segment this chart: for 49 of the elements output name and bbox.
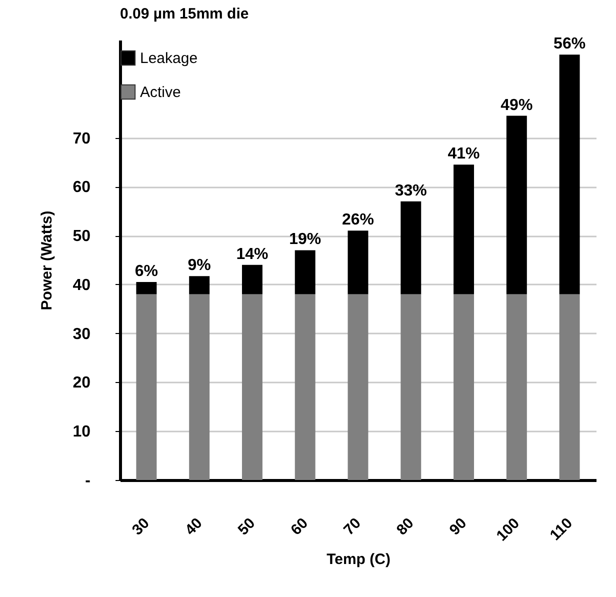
- y-tick-label: 30: [72, 326, 91, 343]
- bar: [348, 230, 368, 294]
- bar: [559, 294, 580, 480]
- legend-label: Active: [140, 84, 181, 101]
- x-axis-title: Temp (C): [326, 550, 390, 568]
- x-tick-label: 70: [340, 514, 364, 539]
- bar: [454, 164, 474, 294]
- annotation: 56%: [554, 36, 586, 53]
- bar: [294, 294, 316, 480]
- y-tick-label: 40: [72, 276, 91, 294]
- x-tick-label: 80: [393, 514, 418, 539]
- x-tick-label: 60: [288, 514, 312, 539]
- annotation: 14%: [236, 246, 268, 263]
- bar: [348, 294, 368, 480]
- x-tick-label: 50: [234, 514, 259, 539]
- chart-title: 0.09 µm 15mm die: [120, 6, 249, 23]
- x-tick-label: 40: [182, 514, 206, 539]
- y-axis-title: Power (Watts): [38, 210, 56, 310]
- annotation: 19%: [289, 231, 322, 248]
- y-tick-label: -: [85, 472, 90, 490]
- bar: [294, 250, 316, 294]
- y-tick-label: 10: [72, 424, 91, 441]
- bar: [506, 294, 527, 480]
- legend-label: Leakage: [140, 50, 198, 67]
- y-tick-label: 20: [72, 374, 91, 392]
- bar: [559, 54, 580, 294]
- x-tick-label: 100: [493, 514, 524, 545]
- bar: [400, 294, 422, 480]
- annotation: 49%: [500, 96, 533, 114]
- annotation: 33%: [394, 182, 427, 200]
- annotation: 9%: [188, 257, 211, 274]
- bar: [400, 201, 422, 294]
- bar: [242, 294, 262, 480]
- bar: [136, 282, 157, 294]
- y-tick-label: 60: [72, 179, 91, 196]
- bar: [454, 294, 474, 480]
- annotation: 41%: [448, 146, 480, 163]
- annotation: 6%: [134, 263, 158, 280]
- x-tick-label: 90: [446, 514, 470, 539]
- bar: [189, 276, 210, 294]
- bar: [136, 294, 157, 480]
- x-tick-label: 30: [128, 514, 153, 539]
- bar: [506, 116, 527, 294]
- y-tick-label: 70: [72, 130, 91, 148]
- annotation: 26%: [342, 212, 374, 229]
- bar: [242, 264, 262, 294]
- y-tick-label: 50: [72, 228, 91, 246]
- bar: [189, 294, 210, 480]
- x-tick-label: 110: [546, 514, 576, 544]
